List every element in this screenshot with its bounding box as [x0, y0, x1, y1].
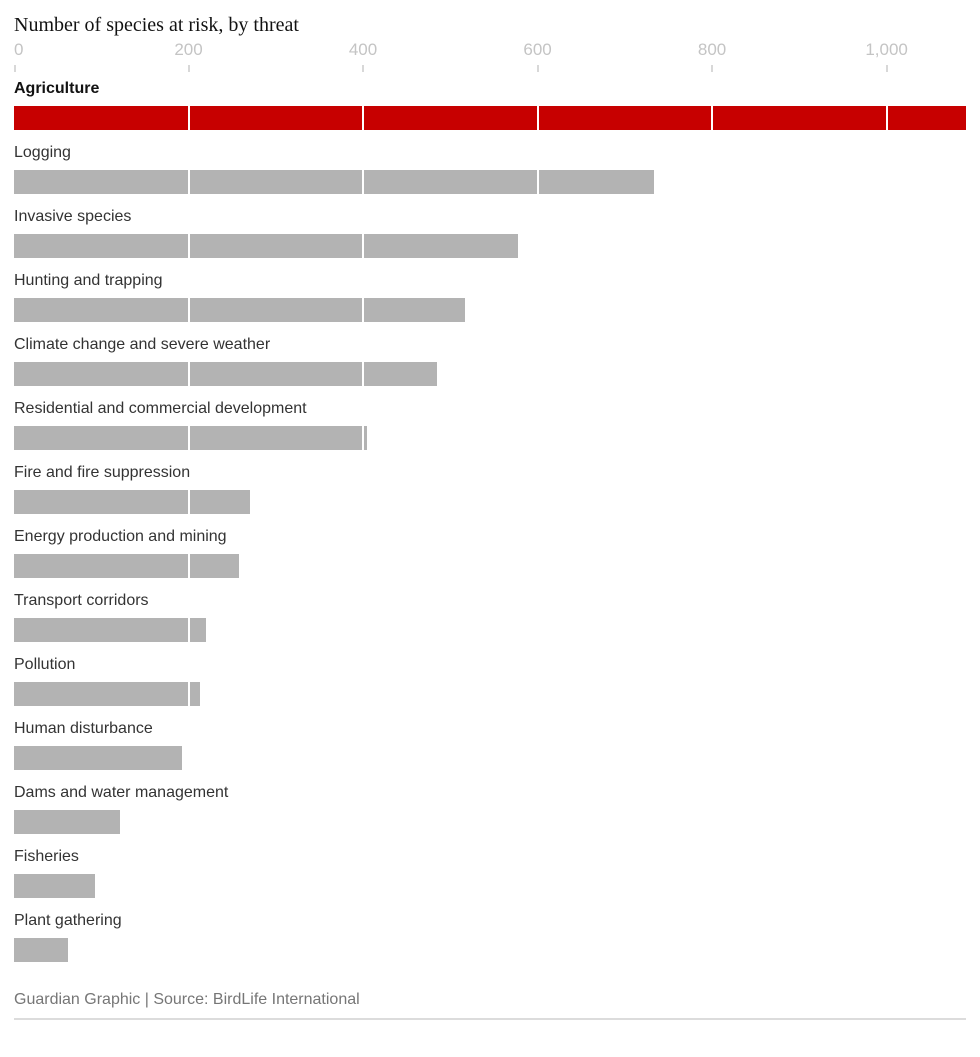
category-label: Transport corridors: [14, 592, 149, 609]
bar: [14, 618, 206, 642]
chart-row: Residential and commercial development: [14, 398, 966, 450]
gridline: [362, 234, 365, 258]
x-axis-tick-label: 1,000: [865, 40, 908, 59]
category-label: Plant gathering: [14, 912, 122, 929]
gridline: [187, 618, 190, 642]
chart-row: Agriculture: [14, 78, 966, 130]
chart-row: Human disturbance: [14, 718, 966, 770]
chart-row: Invasive species: [14, 206, 966, 258]
bar-track: [14, 362, 966, 386]
x-axis-tick-mark: [885, 65, 888, 72]
bar: [14, 298, 466, 322]
x-axis-tick-label: 200: [174, 40, 203, 59]
bar: [14, 938, 69, 962]
x-axis-tick-label: 0: [14, 40, 24, 59]
category-label: Logging: [14, 144, 71, 161]
bottom-rule: [14, 1018, 966, 1020]
category-label: Agriculture: [14, 80, 100, 97]
gridline: [187, 426, 190, 450]
gridline: [187, 490, 190, 514]
bar: [14, 234, 519, 258]
category-label: Residential and commercial development: [14, 400, 307, 417]
bar-track: [14, 106, 966, 130]
x-axis-tick-mark: [187, 65, 190, 72]
bar-track: [14, 938, 966, 962]
chart-row: Pollution: [14, 654, 966, 706]
bar: [14, 554, 240, 578]
gridline: [362, 106, 365, 130]
bar: [14, 874, 96, 898]
bar: [14, 682, 200, 706]
chart-row: Logging: [14, 142, 966, 194]
bar: [14, 426, 368, 450]
x-axis-tick-label: 800: [697, 40, 727, 59]
chart-row: Dams and water management: [14, 782, 966, 834]
category-label: Energy production and mining: [14, 528, 227, 545]
chart-row: Hunting and trapping: [14, 270, 966, 322]
x-axis: 0 200 400 600 800 1,000: [14, 38, 966, 78]
category-label: Human disturbance: [14, 720, 153, 737]
x-axis-tick-mark: [362, 65, 365, 72]
gridline: [187, 234, 190, 258]
gridline: [362, 298, 365, 322]
bar-highlighted: [14, 106, 966, 130]
x-axis-tick-mark: [14, 65, 16, 72]
bar-track: [14, 682, 966, 706]
bar: [14, 490, 250, 514]
bar-track: [14, 298, 966, 322]
source-credit: Guardian Graphic | Source: BirdLife Inte…: [14, 991, 360, 1008]
gridline: [885, 106, 888, 130]
category-label: Pollution: [14, 656, 76, 673]
bar: [14, 746, 182, 770]
gridline: [362, 170, 365, 194]
gridline: [362, 426, 365, 450]
chart-row: Energy production and mining: [14, 526, 966, 578]
category-label: Climate change and severe weather: [14, 336, 271, 353]
x-axis-tick-mark: [711, 65, 714, 72]
bar: [14, 362, 438, 386]
category-label: Hunting and trapping: [14, 272, 163, 289]
chart-container: Number of species at risk, by threat 0 20…: [14, 14, 966, 1020]
gridline: [362, 362, 365, 386]
gridline: [187, 682, 190, 706]
bar-track: [14, 490, 966, 514]
gridline: [536, 106, 539, 130]
bar-track: [14, 170, 966, 194]
bar-track: [14, 746, 966, 770]
category-label: Invasive species: [14, 208, 132, 225]
chart-title: Number of species at risk, by threat: [14, 14, 299, 36]
bar-track: [14, 234, 966, 258]
bar: [14, 810, 120, 834]
category-label: Fire and fire suppression: [14, 464, 191, 481]
bar-track: [14, 618, 966, 642]
bar-track: [14, 554, 966, 578]
x-axis-tick-label: 600: [523, 40, 552, 59]
chart-row: Fisheries: [14, 846, 966, 898]
gridline: [187, 170, 190, 194]
chart-rows: Agriculture Logging Invasive species Huntin…: [14, 78, 966, 962]
gridline: [187, 298, 190, 322]
gridline: [536, 170, 539, 194]
category-label: Dams and water management: [14, 784, 229, 801]
x-axis-tick-mark: [536, 65, 539, 72]
x-axis-tick-label: 400: [348, 40, 378, 59]
gridline: [187, 362, 190, 386]
gridline: [187, 106, 190, 130]
gridline: [711, 106, 714, 130]
bar-track: [14, 426, 966, 450]
gridline: [187, 554, 190, 578]
bar: [14, 170, 655, 194]
chart-row: Transport corridors: [14, 590, 966, 642]
chart-row: Fire and fire suppression: [14, 462, 966, 514]
chart-row: Climate change and severe weather: [14, 334, 966, 386]
chart-row: Plant gathering: [14, 910, 966, 962]
category-label: Fisheries: [14, 848, 79, 865]
bar-track: [14, 874, 966, 898]
bar-track: [14, 810, 966, 834]
